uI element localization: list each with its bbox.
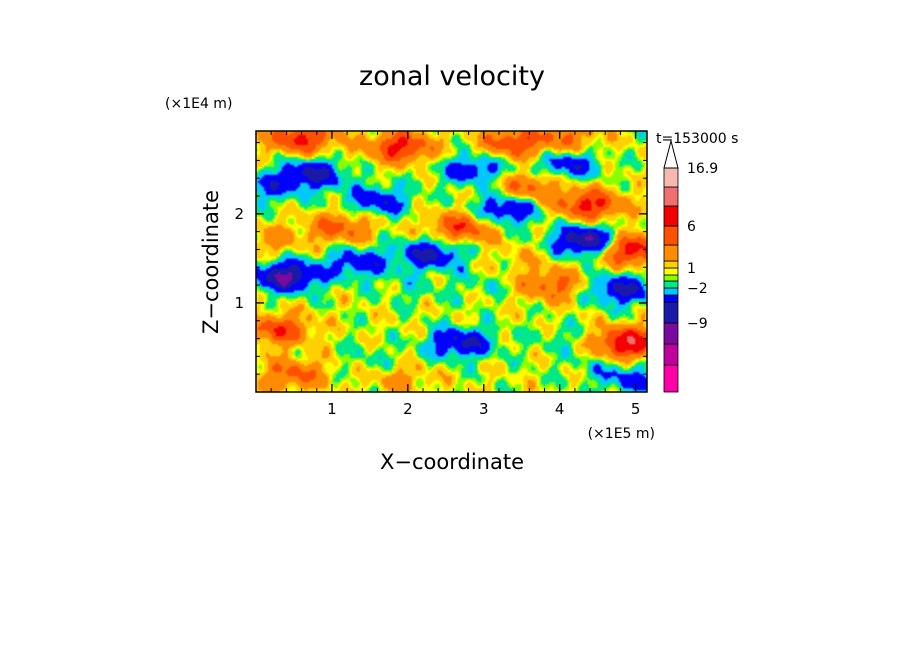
x-axis-label: X−coordinate bbox=[380, 450, 524, 474]
colorbar-band bbox=[663, 267, 679, 276]
colorbar-band bbox=[663, 343, 679, 366]
colorbar-band bbox=[663, 322, 679, 345]
y-tick-label: 2 bbox=[234, 205, 244, 223]
colorbar: 16.9 6 1 −2 −9 bbox=[663, 139, 718, 393]
y-axis-label: Z−coordinate bbox=[199, 190, 223, 334]
colorbar-band bbox=[663, 287, 679, 296]
plot-area bbox=[255, 130, 648, 393]
y-tick-label: 1 bbox=[234, 294, 244, 312]
colorbar-extend-arrow bbox=[663, 139, 679, 169]
x-tick-label: 5 bbox=[631, 400, 641, 418]
axis-ticks: 1 2 3 4 5 1 2 bbox=[234, 131, 647, 418]
colorbar-band bbox=[663, 186, 679, 207]
colorbar-label: −2 bbox=[687, 281, 708, 297]
colorbar-label: 6 bbox=[687, 219, 696, 235]
colorbar-band bbox=[663, 274, 679, 282]
colorbar-band bbox=[663, 280, 679, 289]
colorbar-band bbox=[663, 301, 679, 324]
colorbar-band bbox=[663, 225, 679, 246]
colorbar-label: −9 bbox=[687, 316, 708, 332]
x-scale-note: (×1E5 m) bbox=[588, 426, 655, 442]
chart-title: zonal velocity bbox=[359, 61, 545, 92]
time-label: t=153000 s bbox=[656, 131, 738, 147]
colorbar-label: 1 bbox=[687, 261, 696, 277]
x-tick-label: 4 bbox=[555, 400, 565, 418]
velocity-field bbox=[256, 131, 647, 392]
x-tick-label: 1 bbox=[327, 400, 337, 418]
colorbar-band bbox=[663, 205, 679, 227]
plot-frame bbox=[255, 130, 648, 393]
y-scale-note: (×1E4 m) bbox=[165, 96, 232, 112]
colorbar-band bbox=[663, 294, 679, 303]
colorbar-label: 16.9 bbox=[687, 161, 718, 177]
x-tick-label: 2 bbox=[403, 400, 413, 418]
colorbar-band bbox=[663, 244, 679, 262]
colorbar-band bbox=[663, 260, 679, 269]
colorbar-band bbox=[663, 364, 679, 393]
x-tick-label: 3 bbox=[479, 400, 489, 418]
colorbar-band bbox=[663, 167, 679, 188]
